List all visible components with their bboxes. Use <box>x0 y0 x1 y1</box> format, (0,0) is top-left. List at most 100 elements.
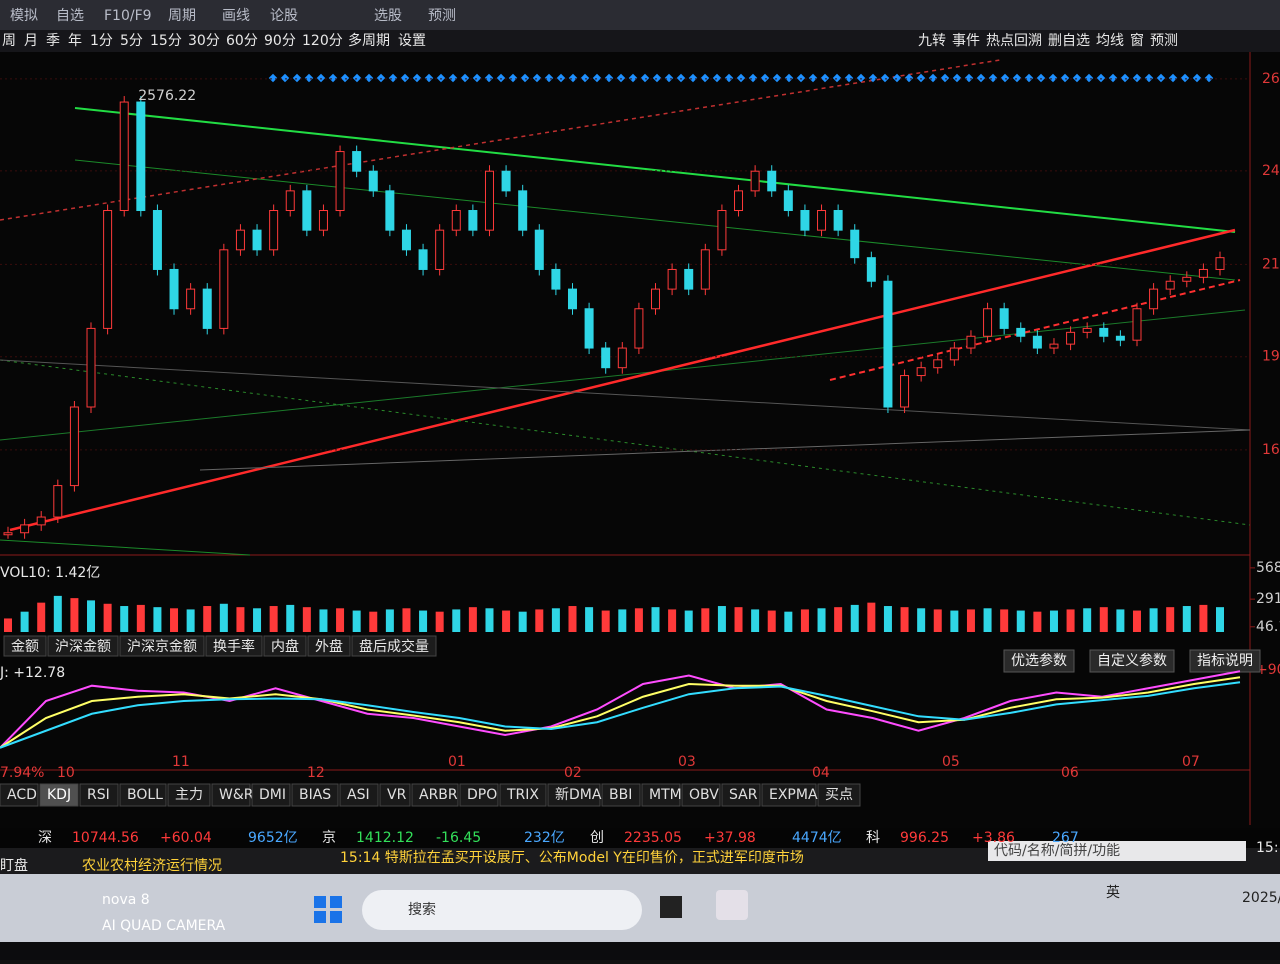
indicator-tab[interactable]: ASI <box>347 787 370 803</box>
start-icon[interactable] <box>314 911 326 923</box>
period-tab[interactable]: 月 <box>24 33 38 49</box>
volume-tab[interactable]: 换手率 <box>213 638 255 655</box>
tab-bg[interactable] <box>721 783 761 807</box>
period-tab[interactable]: 1分 <box>90 33 113 49</box>
indicator-tab[interactable]: 主力 <box>175 787 203 803</box>
indicator-tab[interactable]: TRIX <box>506 787 539 803</box>
tab-bg[interactable] <box>601 783 641 807</box>
search-box[interactable] <box>988 841 1246 861</box>
tab-bg[interactable] <box>681 783 721 807</box>
period-tab[interactable]: 年 <box>68 33 82 49</box>
tool-button[interactable]: 热点回溯 <box>986 33 1042 49</box>
news-tag[interactable]: 盯盘 <box>0 857 28 874</box>
toolbar-button[interactable]: 选股 <box>374 8 402 24</box>
period-tab[interactable]: 季 <box>46 33 60 49</box>
period-tab[interactable]: 60分 <box>226 33 258 49</box>
period-tab[interactable]: 90分 <box>264 33 296 49</box>
ime-indicator[interactable]: 英 <box>1106 884 1120 901</box>
toolbar-button[interactable]: 模拟 <box>10 8 38 24</box>
period-tab[interactable]: 120分 <box>302 33 343 49</box>
tool-button[interactable]: 均线 <box>1096 33 1124 49</box>
indicator-tab[interactable]: 买点 <box>825 787 853 803</box>
volume-tab[interactable]: 盘后成交量 <box>359 638 429 655</box>
indicator-tab[interactable]: VR <box>387 787 407 803</box>
tool-button[interactable]: 窗 <box>1130 32 1144 49</box>
start-icon[interactable] <box>314 896 326 908</box>
tab-bg[interactable] <box>379 783 411 807</box>
volume-tab[interactable]: 外盘 <box>315 638 343 655</box>
signal-marker <box>484 73 494 83</box>
tool-button[interactable]: 九转 <box>918 33 946 49</box>
volume-bar <box>950 610 959 632</box>
tab-bg[interactable] <box>459 783 499 807</box>
indicator-tab[interactable]: EXPMA <box>769 787 818 803</box>
toolbar-button[interactable]: 预测 <box>428 8 456 24</box>
tab-bg[interactable] <box>641 783 681 807</box>
tab-bg[interactable] <box>499 783 547 807</box>
volume-bar <box>419 610 428 632</box>
tab-bg[interactable] <box>251 783 291 807</box>
tab-bg[interactable] <box>39 783 79 807</box>
indicator-tab[interactable]: KDJ <box>47 787 71 803</box>
volume-tab[interactable]: 金额 <box>11 639 39 655</box>
toolbar-button[interactable]: 画线 <box>222 8 250 24</box>
period-tab[interactable]: 30分 <box>188 33 220 49</box>
tab-bg[interactable] <box>339 783 379 807</box>
tab-bg[interactable] <box>79 783 119 807</box>
toolbar-button[interactable]: 论股 <box>270 8 298 24</box>
indicator-tab[interactable]: DMI <box>259 787 286 803</box>
volume-tab[interactable]: 沪深京金额 <box>127 639 197 655</box>
indicator-tab[interactable]: BBI <box>609 787 632 803</box>
start-icon[interactable] <box>330 911 342 923</box>
tab-bg[interactable] <box>547 783 601 807</box>
volume-tab[interactable]: 内盘 <box>271 638 299 655</box>
button-bg[interactable] <box>1003 649 1075 673</box>
search-placeholder[interactable]: 代码/名称/简拼/功能 <box>994 842 1120 859</box>
volume-bar <box>4 618 12 632</box>
tab-bg[interactable] <box>0 783 39 807</box>
period-tab[interactable]: 设置 <box>398 33 426 49</box>
param-button[interactable]: 指标说明 <box>1197 653 1253 669</box>
indicator-tab[interactable]: W&R <box>219 787 254 803</box>
period-tab[interactable]: 15分 <box>150 33 182 49</box>
volume-bar <box>402 608 411 632</box>
toolbar-button[interactable]: 自选 <box>56 8 84 24</box>
tool-button[interactable]: 事件 <box>952 33 980 49</box>
tab-bg[interactable] <box>411 783 459 807</box>
button-bg[interactable] <box>1089 649 1175 673</box>
period-tab[interactable]: 5分 <box>120 33 143 49</box>
period-tab[interactable]: 多周期 <box>348 32 390 49</box>
taskbar-search[interactable] <box>362 890 642 930</box>
button-bg[interactable] <box>1189 649 1261 673</box>
indicator-tab[interactable]: SAR <box>729 787 758 803</box>
indicator-tab[interactable]: DPO <box>467 787 497 803</box>
volume-tab[interactable]: 沪深金额 <box>55 639 111 655</box>
indicator-tab[interactable]: 新DMA <box>555 787 602 803</box>
param-button[interactable]: 优选参数 <box>1011 652 1067 669</box>
period-tab[interactable]: 周 <box>2 33 16 49</box>
news-headline[interactable]: 15:14 特斯拉在孟买开设展厅、公布Model Y在印售价，正式进军印度市场 <box>340 849 804 866</box>
indicator-tab[interactable]: ARBR <box>419 787 458 803</box>
toolbar-button[interactable]: F10/F9 <box>104 8 152 24</box>
indicator-tab[interactable]: ACD <box>7 787 37 803</box>
indicator-tab[interactable]: OBV <box>689 787 719 803</box>
taskview-icon[interactable] <box>660 896 682 918</box>
indicator-tab[interactable]: BOLL <box>127 787 163 803</box>
tab-bg[interactable] <box>291 783 339 807</box>
tab-bg[interactable] <box>761 783 817 807</box>
app-icon[interactable] <box>716 890 748 920</box>
indicator-tab[interactable]: RSI <box>87 787 110 803</box>
start-icon[interactable] <box>330 896 342 908</box>
tool-button[interactable]: 删自选 <box>1048 33 1090 49</box>
toolbar-button[interactable]: 周期 <box>168 8 196 24</box>
tab-bg[interactable] <box>211 783 251 807</box>
news-left[interactable]: 农业农村经济运行情况 <box>82 858 222 874</box>
taskbar-search-label[interactable]: 搜索 <box>408 901 436 918</box>
param-button[interactable]: 自定义参数 <box>1097 652 1167 669</box>
indicator-tab[interactable]: BIAS <box>299 787 331 803</box>
tool-button[interactable]: 预测 <box>1150 33 1178 49</box>
indicator-tab[interactable]: MTM <box>649 787 682 803</box>
tab-bg[interactable] <box>817 783 861 807</box>
tab-bg[interactable] <box>167 783 211 807</box>
tab-bg[interactable] <box>119 783 167 807</box>
